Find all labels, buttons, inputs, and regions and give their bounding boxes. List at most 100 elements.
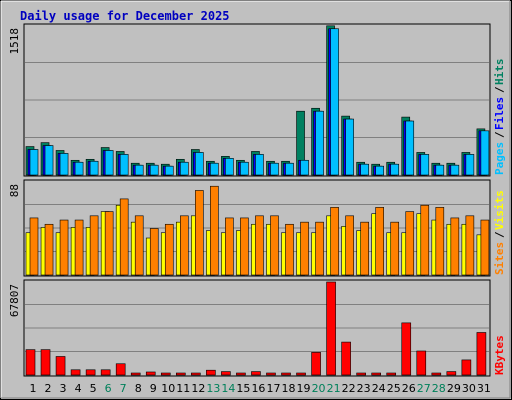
bar-kbytes-day-29 [446,371,457,376]
legend-sites: Sites [493,242,506,275]
x-tick-day-18: 18 [282,382,296,395]
bar-pages-day-7 [119,154,129,176]
bar-pages-day-21 [330,28,339,176]
x-tick-day-25: 25 [387,382,401,395]
x-tick-day-20: 20 [312,382,326,395]
legend-hits: Hits [493,59,506,86]
bar-sites-day-25 [390,221,400,276]
bar-pages-day-3 [59,153,69,176]
bar-kbytes-day-30 [461,359,472,376]
chart-title: Daily usage for December 2025 [20,9,230,23]
legend-separator: / [493,231,506,238]
x-tick-day-27: 27 [417,382,431,395]
bar-sites-day-16 [255,215,264,276]
x-tick-day-19: 19 [297,382,311,395]
legend-separator: / [493,86,506,93]
bar-pages-day-28 [435,164,445,176]
bar-sites-day-21 [330,207,339,276]
x-tick-day-31: 31 [477,382,491,395]
bar-sites-day-11 [180,215,189,276]
bar-kbytes-day-13 [206,369,216,376]
bar-kbytes-day-4 [70,369,81,376]
y-axis-max-label: 88 [8,184,21,197]
bar-pages-day-18 [285,162,294,176]
legend-pages: Pages [493,142,506,175]
x-tick-day-8: 8 [135,382,142,395]
bar-sites-day-23 [360,221,369,276]
bar-sites-day-17 [270,215,279,276]
bar-kbytes-day-26 [401,322,412,376]
bar-kbytes-day-12 [191,372,201,376]
bar-kbytes-day-15 [236,372,246,376]
bar-kbytes-day-24 [371,372,381,376]
x-tick-day-5: 5 [90,382,97,395]
legend-files: Files [493,97,506,130]
bar-sites-day-1 [29,217,39,276]
bar-sites-day-14 [225,217,234,276]
bar-sites-day-30 [465,215,475,276]
bar-pages-day-26 [405,120,415,176]
bar-kbytes-day-16 [251,371,261,376]
bar-kbytes-day-11 [176,372,186,376]
x-tick-day-9: 9 [150,382,157,395]
bar-pages-day-27 [420,154,430,176]
x-tick-day-28: 28 [432,382,446,395]
x-tick-day-16: 16 [251,382,265,395]
bar-sites-day-4 [74,219,84,276]
bar-kbytes-day-14 [221,371,231,376]
x-tick-day-21: 21 [327,382,341,395]
bar-pages-day-11 [180,161,189,176]
bar-kbytes-day-10 [160,372,171,376]
bar-pages-day-5 [89,160,99,176]
x-tick-day-1: 1 [30,382,37,395]
bar-sites-day-6 [104,211,114,276]
x-tick-day-2: 2 [45,382,52,395]
bar-pages-day-14 [225,158,234,176]
bar-pages-day-24 [375,165,384,176]
bar-pages-day-9 [149,164,159,176]
x-tick-day-11: 11 [176,382,190,395]
bar-pages-day-2 [44,145,54,176]
bar-pages-day-25 [390,163,400,176]
bar-kbytes-day-3 [55,356,66,376]
bar-pages-day-4 [74,161,84,176]
bar-kbytes-day-25 [386,372,397,376]
bar-pages-day-17 [270,162,279,176]
x-tick-day-4: 4 [75,382,82,395]
bar-sites-day-19 [300,221,309,276]
x-tick-day-6: 6 [105,382,112,395]
bar-kbytes-day-27 [416,350,427,376]
x-tick-day-24: 24 [372,382,386,395]
bar-sites-day-20 [315,221,324,276]
bar-kbytes-day-7 [115,363,126,376]
bar-sites-day-22 [345,215,354,276]
bar-kbytes-day-19 [296,372,306,376]
bar-pages-day-19 [300,159,309,176]
bar-pages-day-15 [240,161,249,176]
legend-visits: Visits [493,190,506,230]
bar-sites-day-13 [210,185,219,276]
x-tick-day-17: 17 [266,382,280,395]
y-axis-max-label: 1518 [8,28,21,55]
bar-pages-day-16 [255,154,264,176]
bar-sites-day-12 [195,190,204,276]
bar-kbytes-day-17 [266,372,276,376]
x-tick-day-23: 23 [357,382,371,395]
bar-pages-day-31 [480,130,490,176]
bar-sites-day-10 [164,223,174,276]
bar-sites-day-27 [420,204,430,276]
bar-kbytes-day-23 [356,372,366,376]
bar-kbytes-day-21 [326,281,336,376]
bar-sites-day-9 [149,228,159,276]
x-tick-day-14: 14 [221,382,235,395]
bar-pages-day-12 [195,152,204,176]
bar-sites-day-24 [375,207,384,276]
x-tick-day-30: 30 [462,382,476,395]
bar-sites-day-5 [89,215,99,276]
bar-sites-day-8 [134,215,144,276]
bar-sites-day-7 [119,198,129,276]
bar-sites-day-2 [44,223,54,276]
bar-sites-day-29 [450,217,460,276]
